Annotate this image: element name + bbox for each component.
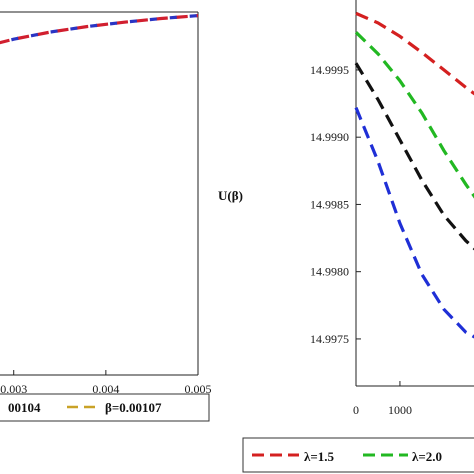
right-legend-label-1: λ=1.5 [304, 449, 335, 464]
left-x-tick-label: 0.004 [92, 382, 119, 396]
right-y-tick-label: 14.9990 [310, 130, 349, 144]
left-series-line-1 [0, 14, 199, 45]
right-series-line-1 [355, 11, 474, 96]
right-x-ticks: 01000300 [353, 381, 412, 417]
right-series-line-2 [354, 31, 474, 199]
left-x-ticks: 0.003 0.004 0.005 [0, 370, 212, 396]
right-x-tick-label: 1000 [388, 403, 412, 417]
right-legend: λ=1.5 λ=2.0 [242, 437, 474, 473]
left-series-group [0, 14, 199, 45]
left-legend-label-1: 00104 [8, 400, 41, 415]
right-plot-frame [355, 0, 474, 387]
left-series-line-2 [0, 14, 199, 45]
left-x-tick-label: 0.003 [0, 382, 27, 396]
right-y-tick-label: 14.9975 [310, 332, 349, 346]
left-legend-label-2: β=0.00107 [105, 400, 162, 415]
left-legend: 00104 β=0.00107 [0, 393, 210, 422]
right-series-group [354, 11, 474, 339]
right-y-tick-label: 14.9980 [310, 265, 349, 279]
right-y-tick-label: 14.9985 [310, 197, 349, 211]
left-x-tick-label: 0.005 [185, 382, 212, 396]
right-y-ticks: 14.9995 14.9990 14.9985 14.9980 14.9975 [310, 63, 361, 346]
left-plot-frame [0, 11, 199, 376]
right-y-tick-label: 14.9995 [310, 63, 349, 77]
right-legend-label-2: λ=2.0 [412, 449, 442, 464]
right-y-axis-label: U(β) [218, 188, 243, 203]
right-series-line-4 [354, 106, 474, 339]
right-x-tick-label: 0 [353, 403, 359, 417]
right-series-line-3 [354, 62, 474, 251]
